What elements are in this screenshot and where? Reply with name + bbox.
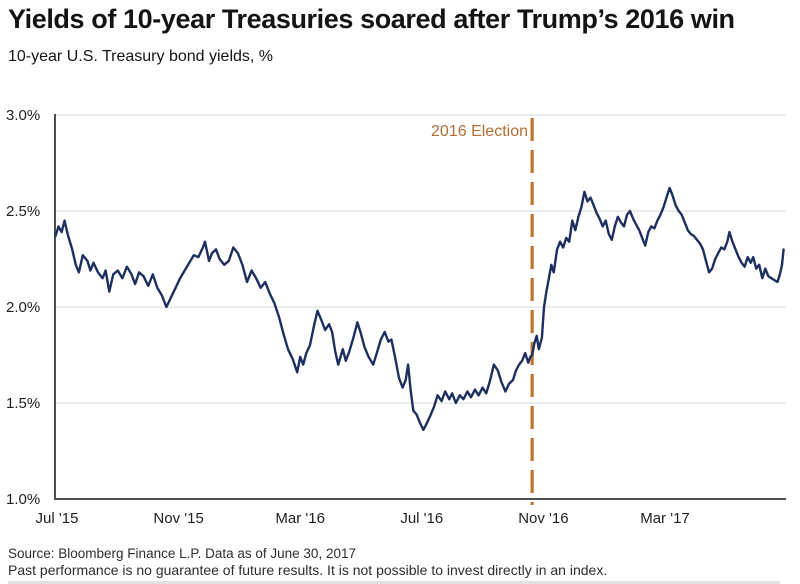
yield-line-series <box>54 186 785 432</box>
y-tick-label: 2.5% <box>6 202 41 220</box>
disclaimer-note: Past performance is no guarantee of futu… <box>8 562 608 578</box>
x-tick-label: Jul '15 <box>35 510 79 527</box>
y-tick-label: 2.0% <box>6 298 41 316</box>
y-tick-label: 1.5% <box>6 394 41 412</box>
chart-subtitle: 10-year U.S. Treasury bond yields, % <box>8 48 274 65</box>
y-tick-label: 1.0% <box>6 490 41 508</box>
x-tick-label: Mar '16 <box>275 510 325 527</box>
source-note: Source: Bloomberg Finance L.P. Data as o… <box>8 546 356 561</box>
election-annotation-label: 2016 Election <box>431 123 528 140</box>
x-tick-label: Jul '16 <box>400 510 444 527</box>
chart-title: Yields of 10-year Treasuries soared afte… <box>8 4 735 34</box>
x-tick-label: Nov '16 <box>518 510 569 527</box>
x-tick-label: Mar '17 <box>640 510 690 527</box>
clipped-next-line-artifact <box>8 581 780 584</box>
x-tick-label: Nov '15 <box>153 510 204 527</box>
y-tick-label: 3.0% <box>6 106 41 124</box>
